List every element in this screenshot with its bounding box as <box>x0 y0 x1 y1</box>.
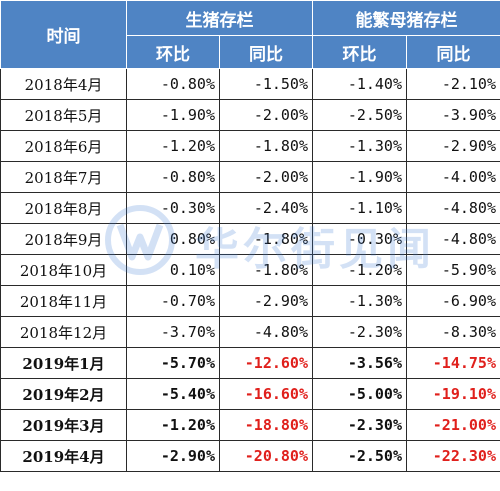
sow-mom: -1.30% <box>312 285 407 317</box>
row-date: 2018年12月 <box>0 316 127 348</box>
row-date: 2019年4月 <box>0 440 127 472</box>
header-time: 时间 <box>0 0 127 69</box>
live-hog-mom: -0.80% <box>126 68 220 100</box>
live-hog-yoy: -18.80% <box>219 409 313 441</box>
live-hog-yoy: -20.80% <box>219 440 313 472</box>
sow-mom: -2.30% <box>312 409 407 441</box>
sow-yoy: -21.00% <box>406 409 500 441</box>
header-row-groups: 时间 生猪存栏 能繁母猪存栏 <box>0 0 500 69</box>
live-hog-mom: -1.20% <box>126 130 220 162</box>
table-row: 2018年12月 -3.70% -4.80% -2.30% -8.30% <box>0 316 500 348</box>
live-hog-yoy: -2.00% <box>219 161 313 193</box>
table-row: 2019年2月 -5.40% -16.60% -5.00% -19.10% <box>0 378 500 410</box>
row-date: 2018年8月 <box>0 192 127 224</box>
table-row: 2018年6月 -1.20% -1.80% -1.30% -2.90% <box>0 130 500 162</box>
live-hog-mom: -5.70% <box>126 347 220 379</box>
live-hog-yoy: -1.80% <box>219 223 313 255</box>
sow-yoy: -14.75% <box>406 347 500 379</box>
sow-yoy: -22.30% <box>406 440 500 472</box>
sow-yoy: -4.00% <box>406 161 500 193</box>
sow-yoy: -2.10% <box>406 68 500 100</box>
live-hog-mom: -0.80% <box>126 161 220 193</box>
row-date: 2018年4月 <box>0 68 127 100</box>
sow-yoy: -19.10% <box>406 378 500 410</box>
table-row: 2019年4月 -2.90% -20.80% -2.50% -22.30% <box>0 440 500 472</box>
row-date: 2018年10月 <box>0 254 127 286</box>
live-hog-mom: -3.70% <box>126 316 220 348</box>
table-row: 2018年4月 -0.80% -1.50% -1.40% -2.10% <box>0 68 500 100</box>
header-mom-2: 环比 <box>312 35 407 69</box>
sow-mom: -2.50% <box>312 99 407 131</box>
header-yoy-2: 同比 <box>406 35 500 69</box>
sow-yoy: -2.90% <box>406 130 500 162</box>
table-row: 2018年5月 -1.90% -2.00% -2.50% -3.90% <box>0 99 500 131</box>
row-date: 2018年11月 <box>0 285 127 317</box>
table-row: 2018年11月 -0.70% -2.90% -1.30% -6.90% <box>0 285 500 317</box>
live-hog-mom: -1.90% <box>126 99 220 131</box>
sow-yoy: -6.90% <box>406 285 500 317</box>
table-row: 2018年9月 0.80% -1.80% -0.30% -4.80% <box>0 223 500 255</box>
live-hog-yoy: -1.50% <box>219 68 313 100</box>
sow-yoy: -3.90% <box>406 99 500 131</box>
live-hog-yoy: -12.60% <box>219 347 313 379</box>
sow-yoy: -4.80% <box>406 192 500 224</box>
sow-mom: -0.30% <box>312 223 407 255</box>
row-date: 2018年7月 <box>0 161 127 193</box>
row-date: 2018年9月 <box>0 223 127 255</box>
sow-mom: -2.50% <box>312 440 407 472</box>
live-hog-mom: -2.90% <box>126 440 220 472</box>
table-row: 2018年7月 -0.80% -2.00% -1.90% -4.00% <box>0 161 500 193</box>
header-yoy-1: 同比 <box>219 35 313 69</box>
live-hog-yoy: -1.80% <box>219 130 313 162</box>
row-date: 2019年1月 <box>0 347 127 379</box>
sow-mom: -1.20% <box>312 254 407 286</box>
live-hog-yoy: -2.00% <box>219 99 313 131</box>
row-date: 2019年3月 <box>0 409 127 441</box>
live-hog-mom: -0.30% <box>126 192 220 224</box>
table-row: 2019年3月 -1.20% -18.80% -2.30% -21.00% <box>0 409 500 441</box>
live-hog-yoy: -4.80% <box>219 316 313 348</box>
row-date: 2018年5月 <box>0 99 127 131</box>
live-hog-mom: -5.40% <box>126 378 220 410</box>
hog-inventory-table: 时间 生猪存栏 能繁母猪存栏 环比 同比 环比 同比 2018年4月 -0.80… <box>0 0 500 472</box>
live-hog-yoy: -2.90% <box>219 285 313 317</box>
live-hog-mom: -0.70% <box>126 285 220 317</box>
header-breeding-sow-inventory: 能繁母猪存栏 <box>312 0 500 36</box>
table-row: 2018年10月 0.10% -1.80% -1.20% -5.90% <box>0 254 500 286</box>
header-mom-1: 环比 <box>126 35 220 69</box>
live-hog-yoy: -2.40% <box>219 192 313 224</box>
sow-mom: -1.10% <box>312 192 407 224</box>
sow-yoy: -4.80% <box>406 223 500 255</box>
table-row: 2019年1月 -5.70% -12.60% -3.56% -14.75% <box>0 347 500 379</box>
live-hog-yoy: -1.80% <box>219 254 313 286</box>
sow-mom: -1.40% <box>312 68 407 100</box>
sow-mom: -2.30% <box>312 316 407 348</box>
header-live-hog-inventory: 生猪存栏 <box>126 0 313 36</box>
header-row-metrics: 环比 同比 环比 同比 <box>1 35 500 69</box>
table-row: 2018年8月 -0.30% -2.40% -1.10% -4.80% <box>0 192 500 224</box>
sow-mom: -1.30% <box>312 130 407 162</box>
live-hog-yoy: -16.60% <box>219 378 313 410</box>
live-hog-mom: 0.80% <box>126 223 220 255</box>
sow-mom: -3.56% <box>312 347 407 379</box>
row-date: 2018年6月 <box>0 130 127 162</box>
sow-mom: -5.00% <box>312 378 407 410</box>
live-hog-mom: -1.20% <box>126 409 220 441</box>
sow-mom: -1.90% <box>312 161 407 193</box>
live-hog-mom: 0.10% <box>126 254 220 286</box>
row-date: 2019年2月 <box>0 378 127 410</box>
sow-yoy: -8.30% <box>406 316 500 348</box>
sow-yoy: -5.90% <box>406 254 500 286</box>
